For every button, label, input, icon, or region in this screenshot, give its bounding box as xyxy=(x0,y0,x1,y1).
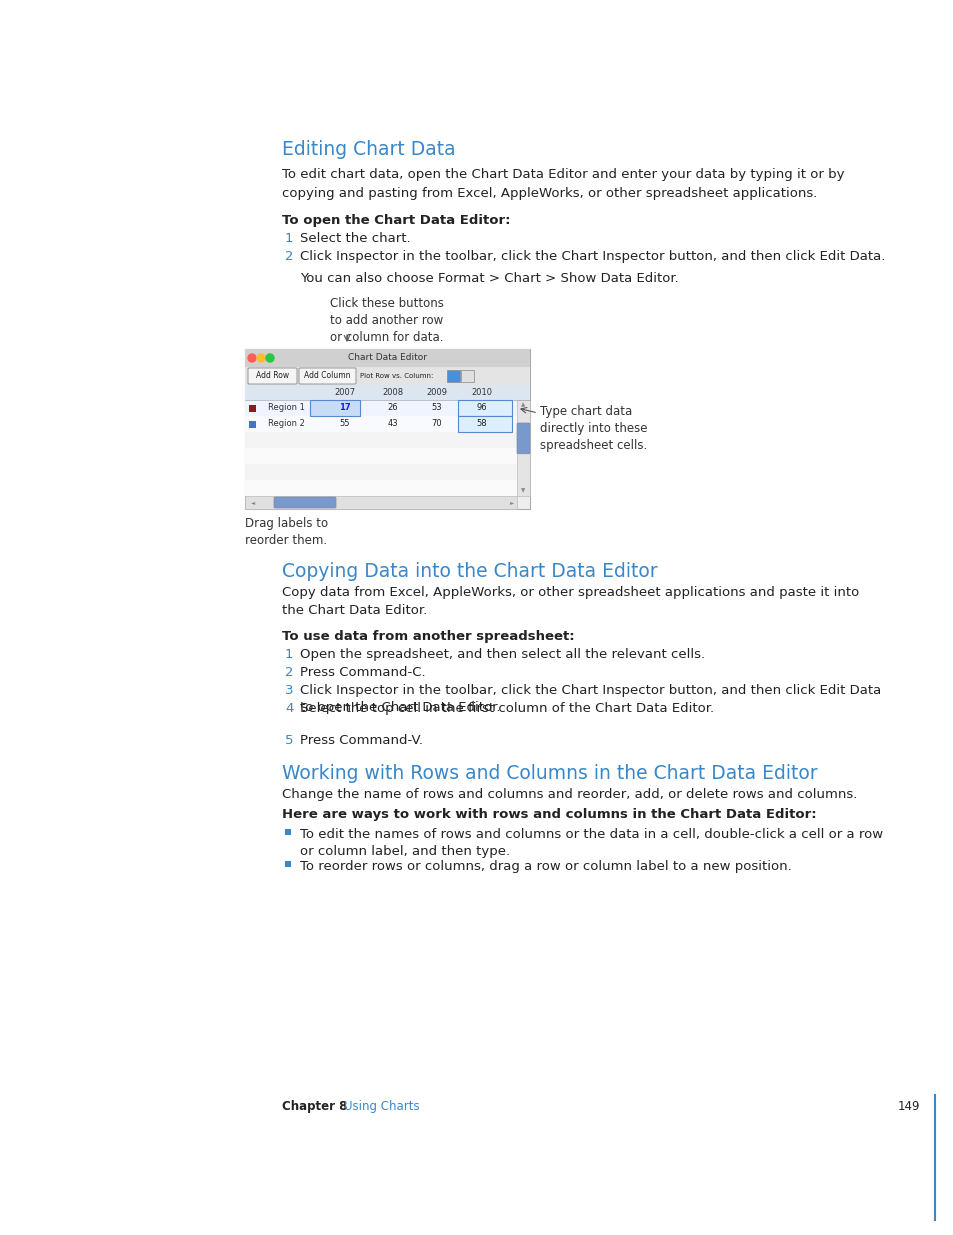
Text: Click Inspector in the toolbar, click the Chart Inspector button, and then click: Click Inspector in the toolbar, click th… xyxy=(299,684,881,715)
Text: 55: 55 xyxy=(339,420,350,429)
Circle shape xyxy=(248,354,255,362)
Text: 2009: 2009 xyxy=(426,388,447,396)
FancyBboxPatch shape xyxy=(245,448,530,464)
Text: 58: 58 xyxy=(476,420,487,429)
Circle shape xyxy=(256,354,265,362)
Text: 17: 17 xyxy=(339,404,351,412)
FancyBboxPatch shape xyxy=(310,400,359,416)
Text: Change the name of rows and columns and reorder, add, or delete rows and columns: Change the name of rows and columns and … xyxy=(282,788,857,802)
FancyBboxPatch shape xyxy=(248,368,296,384)
Text: You can also choose Format > Chart > Show Data Editor.: You can also choose Format > Chart > Sho… xyxy=(299,272,678,285)
Text: 4: 4 xyxy=(285,701,294,715)
Text: ▼: ▼ xyxy=(521,489,525,494)
FancyBboxPatch shape xyxy=(460,370,474,382)
FancyBboxPatch shape xyxy=(245,400,530,416)
Text: Type chart data
directly into these
spreadsheet cells.: Type chart data directly into these spre… xyxy=(539,405,647,452)
Text: Click Inspector in the toolbar, click the Chart Inspector button, and then click: Click Inspector in the toolbar, click th… xyxy=(299,249,884,263)
FancyBboxPatch shape xyxy=(457,416,512,432)
FancyBboxPatch shape xyxy=(245,350,530,367)
Text: 149: 149 xyxy=(897,1100,919,1113)
Text: Copy data from Excel, AppleWorks, or other spreadsheet applications and paste it: Copy data from Excel, AppleWorks, or oth… xyxy=(282,585,859,618)
FancyBboxPatch shape xyxy=(285,861,291,867)
Text: Press Command-C.: Press Command-C. xyxy=(299,666,425,679)
Circle shape xyxy=(266,354,274,362)
FancyBboxPatch shape xyxy=(447,370,459,382)
Text: To reorder rows or columns, drag a row or column label to a new position.: To reorder rows or columns, drag a row o… xyxy=(299,860,791,873)
Text: 2010: 2010 xyxy=(471,388,492,396)
Text: 43: 43 xyxy=(387,420,398,429)
FancyBboxPatch shape xyxy=(517,400,530,496)
Text: To use data from another spreadsheet:: To use data from another spreadsheet: xyxy=(282,630,574,643)
Text: 2007: 2007 xyxy=(335,388,355,396)
Text: To edit chart data, open the Chart Data Editor and enter your data by typing it : To edit chart data, open the Chart Data … xyxy=(282,168,843,200)
Text: Drag labels to
reorder them.: Drag labels to reorder them. xyxy=(245,517,328,547)
FancyBboxPatch shape xyxy=(245,385,530,400)
Text: Press Command-V.: Press Command-V. xyxy=(299,734,422,747)
Text: Using Charts: Using Charts xyxy=(344,1100,419,1113)
Text: Here are ways to work with rows and columns in the Chart Data Editor:: Here are ways to work with rows and colu… xyxy=(282,808,816,821)
FancyBboxPatch shape xyxy=(245,464,530,480)
Text: 26: 26 xyxy=(387,404,398,412)
Text: Select the chart.: Select the chart. xyxy=(299,232,410,245)
Text: 1: 1 xyxy=(285,648,294,661)
Text: Region 2: Region 2 xyxy=(268,420,305,429)
Text: 2: 2 xyxy=(285,249,294,263)
Text: 70: 70 xyxy=(432,420,442,429)
Text: Copying Data into the Chart Data Editor: Copying Data into the Chart Data Editor xyxy=(282,562,657,580)
Text: 5: 5 xyxy=(285,734,294,747)
Text: Select the top cell in the first column of the Chart Data Editor.: Select the top cell in the first column … xyxy=(299,701,714,715)
Text: 96: 96 xyxy=(476,404,487,412)
Text: Chapter 8: Chapter 8 xyxy=(282,1100,347,1113)
FancyBboxPatch shape xyxy=(245,480,530,496)
Text: 2008: 2008 xyxy=(382,388,403,396)
Text: To edit the names of rows and columns or the data in a cell, double-click a cell: To edit the names of rows and columns or… xyxy=(299,827,882,858)
Text: Chart Data Editor: Chart Data Editor xyxy=(348,353,427,363)
Text: Add Column: Add Column xyxy=(304,372,351,380)
Text: Add Row: Add Row xyxy=(255,372,289,380)
Text: 1: 1 xyxy=(285,232,294,245)
FancyBboxPatch shape xyxy=(457,400,512,416)
Text: Open the spreadsheet, and then select all the relevant cells.: Open the spreadsheet, and then select al… xyxy=(299,648,704,661)
FancyBboxPatch shape xyxy=(285,829,291,835)
Text: ►: ► xyxy=(509,500,514,505)
Text: 2: 2 xyxy=(285,666,294,679)
FancyBboxPatch shape xyxy=(245,416,530,432)
FancyBboxPatch shape xyxy=(249,420,255,427)
Text: 53: 53 xyxy=(432,404,442,412)
Text: 3: 3 xyxy=(285,684,294,697)
Text: Click these buttons
to add another row
or column for data.: Click these buttons to add another row o… xyxy=(330,296,443,345)
Text: Working with Rows and Columns in the Chart Data Editor: Working with Rows and Columns in the Cha… xyxy=(282,764,817,783)
FancyBboxPatch shape xyxy=(249,405,255,411)
Text: Plot Row vs. Column:: Plot Row vs. Column: xyxy=(359,373,433,379)
Text: Editing Chart Data: Editing Chart Data xyxy=(282,140,456,159)
Text: ▲: ▲ xyxy=(521,403,525,408)
Text: ◄: ◄ xyxy=(251,500,254,505)
FancyBboxPatch shape xyxy=(245,350,530,509)
Text: To open the Chart Data Editor:: To open the Chart Data Editor: xyxy=(282,214,510,227)
FancyBboxPatch shape xyxy=(274,496,335,508)
FancyBboxPatch shape xyxy=(517,424,530,453)
FancyBboxPatch shape xyxy=(245,496,517,509)
Text: Region 1: Region 1 xyxy=(268,404,305,412)
FancyBboxPatch shape xyxy=(298,368,355,384)
FancyBboxPatch shape xyxy=(245,367,530,385)
FancyBboxPatch shape xyxy=(245,432,530,448)
